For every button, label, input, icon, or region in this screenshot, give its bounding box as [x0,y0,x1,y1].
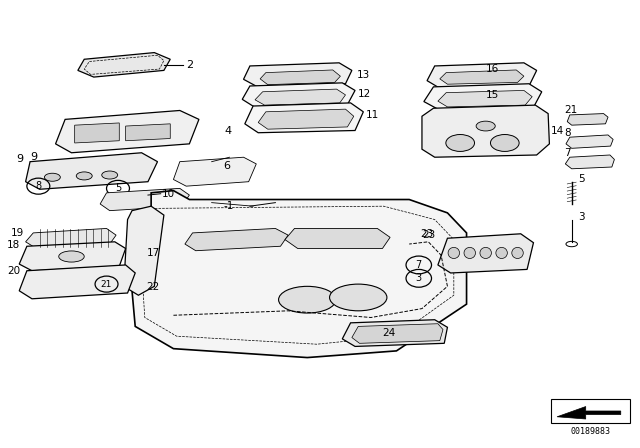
Text: 6: 6 [223,161,230,171]
Polygon shape [342,320,447,346]
Polygon shape [260,70,340,85]
Polygon shape [19,242,125,271]
Ellipse shape [496,247,508,258]
Text: 17: 17 [147,248,160,258]
Text: 13: 13 [357,70,370,80]
Ellipse shape [59,251,84,262]
Polygon shape [26,228,116,249]
Ellipse shape [278,286,336,313]
Polygon shape [427,63,537,88]
Polygon shape [26,153,157,189]
Text: 22: 22 [147,282,160,292]
Text: 16: 16 [486,64,499,74]
Polygon shape [124,206,164,295]
Polygon shape [567,114,608,125]
Ellipse shape [44,173,60,181]
Polygon shape [255,89,346,105]
Polygon shape [244,63,352,87]
Ellipse shape [480,247,492,258]
Text: 4: 4 [225,125,232,135]
Polygon shape [565,155,614,169]
Ellipse shape [490,134,519,151]
Ellipse shape [448,247,460,258]
Polygon shape [352,324,443,343]
Text: 11: 11 [366,110,379,120]
Text: 24: 24 [382,328,396,338]
Ellipse shape [476,121,495,131]
Text: 00189883: 00189883 [570,426,610,435]
Text: 3: 3 [416,273,422,283]
Polygon shape [129,190,467,358]
Polygon shape [125,124,170,141]
Polygon shape [438,234,534,273]
Text: 21: 21 [101,280,112,289]
Text: 23: 23 [422,230,435,240]
Ellipse shape [330,284,387,311]
Ellipse shape [76,172,92,180]
Polygon shape [173,157,256,186]
Bar [550,399,630,423]
Text: 5: 5 [115,183,121,194]
Polygon shape [56,111,199,153]
Polygon shape [258,109,354,129]
Polygon shape [75,123,119,143]
Text: 2: 2 [186,60,193,69]
Polygon shape [285,228,390,249]
Text: 18: 18 [7,241,20,250]
Text: 12: 12 [358,89,371,99]
Polygon shape [19,265,135,299]
Ellipse shape [102,171,118,179]
Text: 14: 14 [550,125,564,135]
Text: -1: -1 [223,201,234,211]
Text: 5: 5 [578,174,585,185]
Text: 15: 15 [486,90,499,100]
Ellipse shape [566,241,577,247]
Polygon shape [440,70,524,84]
Text: 9: 9 [30,152,37,162]
Text: 9: 9 [17,155,24,164]
Polygon shape [566,135,613,148]
Ellipse shape [446,134,474,151]
Text: 8: 8 [564,128,571,138]
Polygon shape [78,52,170,77]
Polygon shape [185,228,288,251]
Text: 21: 21 [564,105,577,116]
Polygon shape [100,188,189,211]
Polygon shape [424,84,541,109]
Text: 23: 23 [420,229,434,239]
Polygon shape [245,103,364,133]
Polygon shape [557,406,621,419]
Text: 20: 20 [8,266,20,276]
Ellipse shape [464,247,476,258]
Text: 3: 3 [578,212,585,222]
Polygon shape [438,90,532,107]
Text: 8: 8 [35,181,42,191]
Polygon shape [422,105,549,157]
Text: 19: 19 [10,228,24,238]
Text: 7: 7 [415,260,422,270]
Ellipse shape [512,247,524,258]
Text: 7: 7 [564,148,571,158]
Text: 10: 10 [162,189,175,199]
Polygon shape [243,83,355,108]
